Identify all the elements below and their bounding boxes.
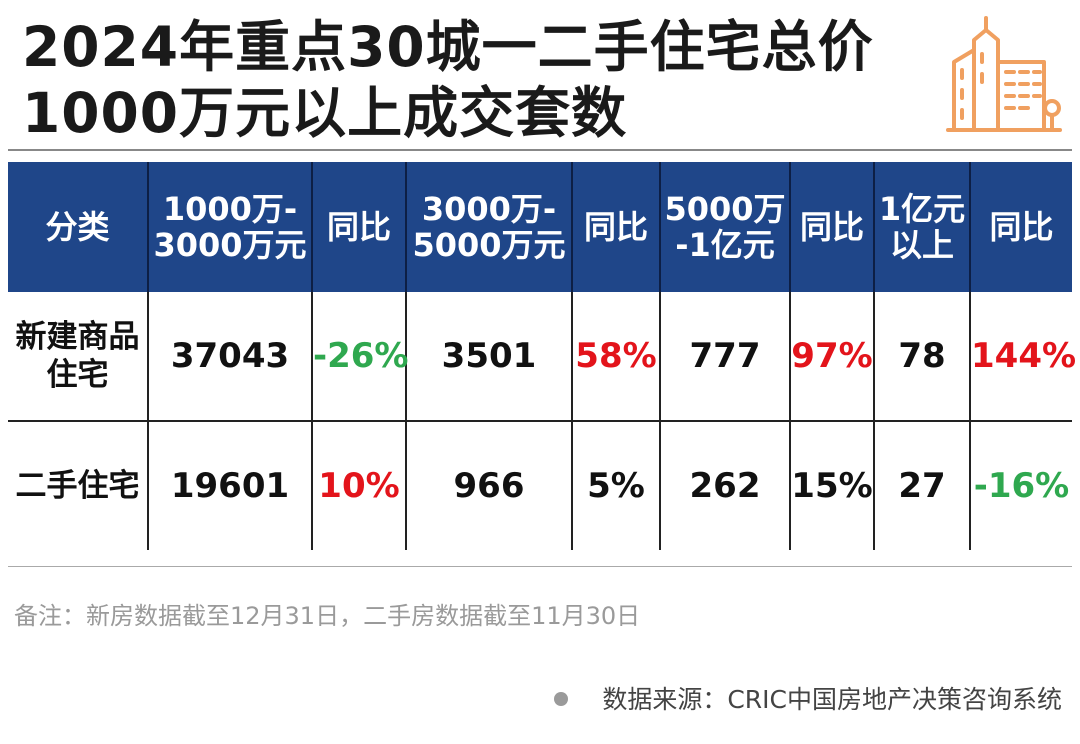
buildings-icon	[946, 16, 1062, 132]
table-cell: 3501	[405, 292, 572, 422]
table-cell: 777	[659, 292, 790, 422]
table-divider	[8, 566, 1072, 567]
table-cell: 58%	[571, 292, 660, 422]
table-cell: 10%	[311, 421, 406, 550]
data-table: 分类 1000万- 3000万元 同比 3000万- 5000万元 同比 5000万 -1亿元同…	[8, 162, 1076, 550]
column-header-line: 1亿元	[878, 190, 966, 228]
column-header-line: 同比	[799, 208, 864, 246]
table-cell: 27	[873, 421, 970, 550]
column-header-4: 同比	[571, 162, 660, 292]
column-header-line: 1000万-	[162, 190, 298, 228]
column-header-3: 3000万- 5000万元	[405, 162, 572, 292]
title-line-1: 2024年重点30城一二手住宅总价	[22, 15, 874, 79]
table-cell: 37043	[147, 292, 312, 422]
row-category-line: 新建商品	[15, 319, 140, 355]
table-cell: 5%	[571, 421, 660, 550]
chart-title: 2024年重点30城一二手住宅总价 1000万元以上成交套数	[22, 14, 942, 146]
column-header-5: 5000万 -1亿元	[659, 162, 790, 292]
table-row: 二手住宅 19601 10% 966 5% 262 15% 27 -16%	[8, 421, 1072, 550]
column-header-line: 同比	[583, 208, 648, 246]
column-header-line: 5000万	[664, 190, 786, 228]
table-cell: 78	[873, 292, 970, 422]
column-header-0: 分类	[8, 162, 148, 292]
table-cell: 19601	[147, 421, 312, 550]
footnote: 备注：新房数据截至12月31日，二手房数据截至11月30日	[14, 602, 641, 630]
column-header-line: 同比	[326, 208, 391, 246]
column-header-line: 5000万元	[412, 226, 566, 264]
column-header-6: 同比	[789, 162, 874, 292]
column-header-line: 3000万-	[421, 190, 557, 228]
row-category-line: 住宅	[46, 357, 109, 393]
column-header-1: 1000万- 3000万元	[147, 162, 312, 292]
column-header-line: -1亿元	[675, 226, 775, 264]
table-cell: 262	[659, 421, 790, 550]
column-header-2: 同比	[311, 162, 406, 292]
table-cell: 15%	[789, 421, 874, 550]
table-cell: -26%	[311, 292, 409, 422]
column-header-line: 分类	[45, 208, 110, 246]
table-cell: 144%	[969, 292, 1076, 422]
table-row: 新建商品 住宅 37043 -26% 3501 58% 777 97% 78 144%	[8, 292, 1076, 422]
title-line-2: 1000万元以上成交套数	[22, 81, 628, 145]
column-header-line: 以上	[889, 226, 954, 264]
table-cell: 97%	[789, 292, 874, 422]
title-divider	[8, 149, 1072, 151]
bullet-icon	[554, 692, 569, 706]
column-header-line: 3000万元	[153, 226, 307, 264]
table-cell: 966	[405, 421, 572, 550]
table-header-row: 分类 1000万- 3000万元 同比 3000万- 5000万元 同比 5000万 -1亿元同…	[8, 162, 1072, 292]
row-category: 新建商品 住宅	[8, 292, 148, 422]
source-line: 数据来源：CRIC中国房地产决策咨询系统	[554, 680, 1062, 716]
column-header-line: 同比	[989, 208, 1054, 246]
source-text: 数据来源：CRIC中国房地产决策咨询系统	[602, 685, 1062, 714]
row-category-line: 二手住宅	[15, 468, 140, 504]
column-header-8: 同比	[969, 162, 1072, 292]
column-header-7: 1亿元 以上	[873, 162, 970, 292]
table-cell: -16%	[969, 421, 1072, 550]
row-category: 二手住宅	[8, 421, 148, 550]
